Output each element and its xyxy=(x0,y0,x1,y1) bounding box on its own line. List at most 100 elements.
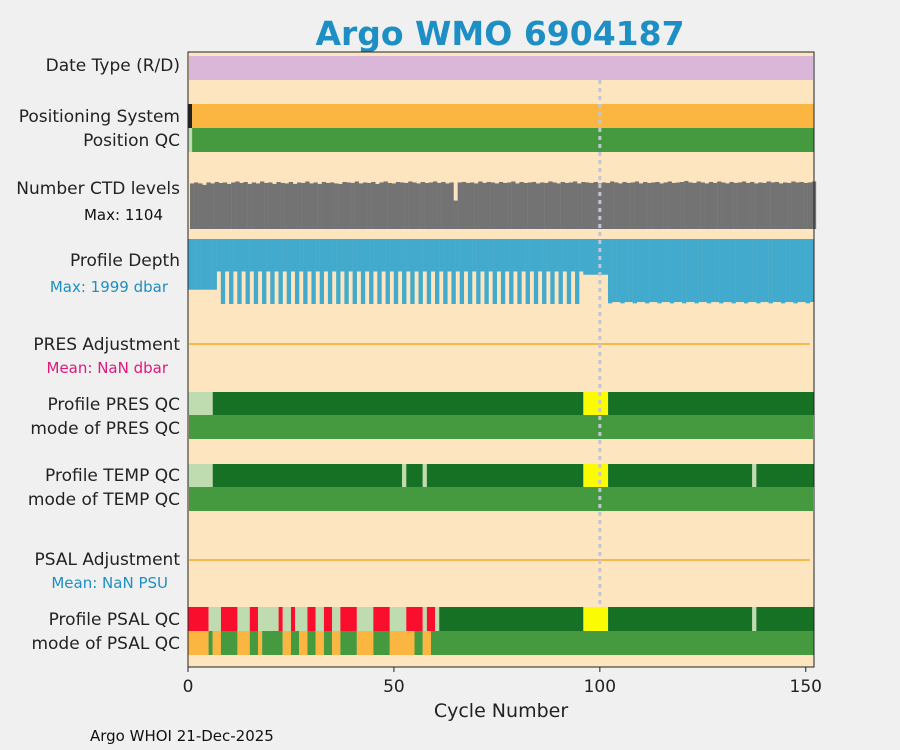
label-mode-temp-qc: mode of TEMP QC xyxy=(28,490,180,510)
profile-depth-bar xyxy=(542,239,547,304)
profile-depth-bar xyxy=(422,239,427,272)
ctd-levels-bar xyxy=(235,181,240,229)
ctd-levels-bar xyxy=(408,181,413,229)
ctd-levels-bar xyxy=(292,183,298,229)
profile-depth-bar xyxy=(546,239,551,272)
mode-psal-qc-segment xyxy=(430,631,814,655)
ctd-levels-bar xyxy=(696,181,701,229)
ctd-levels-bar xyxy=(577,183,582,229)
ctd-levels-bar xyxy=(395,181,401,229)
plot-area xyxy=(188,52,814,667)
ctd-levels-bar xyxy=(618,183,623,229)
ctd-levels-bar xyxy=(297,182,302,229)
profile-depth-bar xyxy=(525,239,530,304)
ctd-levels-bar xyxy=(202,184,207,229)
ctd-levels-bar xyxy=(737,182,743,229)
profile-psal-qc-segment xyxy=(278,607,283,631)
profile-depth-bar xyxy=(426,239,432,304)
ctd-levels-bar xyxy=(507,182,512,229)
ctd-levels-bar xyxy=(774,181,780,229)
profile-depth-bar xyxy=(356,239,362,272)
profile-depth-bar xyxy=(550,239,555,304)
ctd-levels-bar xyxy=(321,181,327,229)
mode-temp-qc-bar xyxy=(189,487,813,511)
ctd-levels-bar xyxy=(379,182,384,229)
profile-depth-bar xyxy=(270,239,275,304)
profile-depth-bar xyxy=(476,239,481,304)
profile-depth-bar xyxy=(224,239,230,272)
profile-depth-bar xyxy=(278,239,283,304)
mode-psal-qc-segment xyxy=(258,631,263,655)
mode-psal-qc-segment xyxy=(262,631,283,655)
ctd-levels-bar xyxy=(404,182,409,229)
profile-depth-bar xyxy=(311,239,316,304)
profile-psal-qc-segment xyxy=(315,607,324,631)
profile-depth-bar xyxy=(249,239,254,272)
ctd-levels-bar xyxy=(585,182,590,229)
profile-depth-bar xyxy=(463,239,469,272)
profile-depth-bar xyxy=(595,239,600,275)
profile-depth-bar xyxy=(451,239,456,304)
ctd-levels-bar xyxy=(572,181,578,229)
profile-depth-bar xyxy=(303,239,308,304)
profile-depth-bar xyxy=(505,239,510,272)
profile-depth-bar xyxy=(336,239,341,304)
label-profile-depth: Profile Depth xyxy=(70,251,180,271)
ctd-levels-bar xyxy=(239,182,244,229)
profile-depth-bar xyxy=(406,239,411,272)
label-profile-temp-qc: Profile TEMP QC xyxy=(45,466,180,486)
ctd-levels-bar xyxy=(807,182,813,229)
ctd-levels-bar xyxy=(581,181,586,229)
ctd-levels-bar xyxy=(305,181,310,229)
profile-depth-bar xyxy=(216,239,222,272)
profile-pres-qc-segment xyxy=(608,392,814,415)
profile-psal-qc-segment xyxy=(282,607,291,631)
mode-psal-qc-segment xyxy=(299,631,308,655)
ctd-levels-bar xyxy=(358,183,364,229)
ctd-levels-bar xyxy=(642,181,648,229)
ctd-levels-bar xyxy=(218,182,224,229)
profile-pres-qc-segment xyxy=(188,392,213,415)
profile-depth-bar xyxy=(583,239,588,275)
ctd-levels-bar xyxy=(362,182,368,229)
profile-depth-bar xyxy=(430,239,436,272)
ctd-levels-bar xyxy=(535,183,541,229)
ctd-levels-bar xyxy=(622,181,627,229)
ctd-levels-bar xyxy=(371,181,376,229)
label-psal-mean: Mean: NaN PSU xyxy=(51,574,168,592)
label-psal-adjustment: PSAL Adjustment xyxy=(35,550,181,570)
profile-psal-qc-segment xyxy=(249,607,259,631)
mode-psal-qc-segment xyxy=(237,631,250,655)
ctd-levels-bar xyxy=(540,182,545,229)
profile-depth-bar xyxy=(649,239,654,303)
ctd-levels-bar xyxy=(325,182,331,229)
profile-depth-bar xyxy=(274,239,279,272)
ctd-levels-bar xyxy=(659,183,664,229)
profile-depth-bar xyxy=(632,239,638,304)
ctd-levels-bar xyxy=(626,182,631,229)
ctd-levels-bar xyxy=(754,183,759,229)
profile-depth-bar xyxy=(537,239,543,272)
profile-depth-bar xyxy=(410,239,415,304)
ctd-levels-bar xyxy=(189,183,195,229)
profile-depth-bar xyxy=(529,239,535,272)
profile-depth-bar xyxy=(748,239,753,303)
ctd-levels-bar xyxy=(453,200,458,229)
ctd-levels-bar xyxy=(651,182,656,229)
mode-psal-qc-segment xyxy=(414,631,423,655)
profile-depth-bar xyxy=(307,239,312,272)
profile-depth-bar xyxy=(780,239,786,304)
profile-psal-qc-segment xyxy=(435,607,440,631)
profile-psal-qc-segment xyxy=(439,607,584,631)
mode-psal-qc-segment xyxy=(356,631,374,655)
profile-temp-qc-segment xyxy=(406,464,423,487)
ctd-levels-bar xyxy=(494,183,500,229)
mode-psal-qc-segment xyxy=(220,631,238,655)
ctd-levels-bar xyxy=(329,182,335,229)
profile-depth-bar xyxy=(809,239,815,303)
ctd-levels-bar xyxy=(552,182,557,229)
ctd-levels-bar xyxy=(284,183,290,229)
ctd-levels-bar xyxy=(412,182,417,229)
profile-psal-qc-segment xyxy=(323,607,333,631)
ctd-levels-bar xyxy=(486,181,491,229)
